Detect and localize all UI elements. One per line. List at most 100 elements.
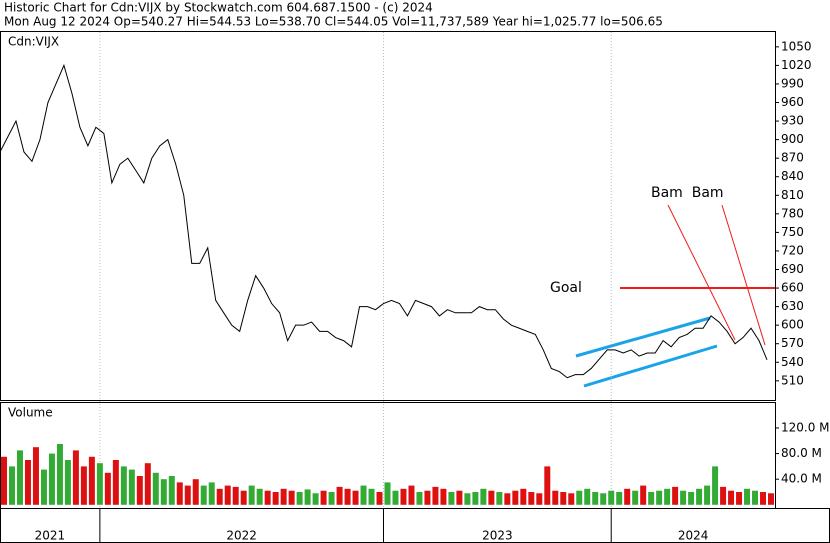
volume-bar: [488, 490, 495, 505]
volume-bar: [192, 479, 199, 505]
volume-bar: [384, 482, 391, 505]
year-label: 2021: [35, 529, 66, 543]
volume-bar: [768, 493, 774, 505]
volume-bar: [696, 488, 703, 505]
volume-label: Volume: [8, 406, 53, 420]
y-tick-label: 120.0 M: [781, 420, 830, 434]
volume-bar: [1, 456, 7, 505]
volume-bar: [680, 490, 687, 505]
volume-bar: [616, 491, 623, 505]
volume-bar: [584, 488, 591, 505]
volume-bar: [264, 490, 271, 505]
volume-bar: [576, 490, 583, 505]
volume-bar: [464, 493, 471, 505]
volume-bar: [72, 450, 79, 505]
volume-bar: [712, 466, 719, 505]
volume-bar: [432, 486, 439, 505]
volume-bar: [96, 463, 103, 505]
y-tick-label: 1050: [781, 39, 812, 53]
channel-lower: [583, 344, 718, 388]
volume-bar: [208, 482, 215, 505]
y-tick-label: 1020: [781, 58, 812, 72]
y-tick-label: 900: [781, 132, 804, 146]
volume-bar: [688, 491, 695, 505]
bam-label: Bam Bam: [651, 185, 724, 201]
volume-bar: [344, 488, 351, 505]
year-label: 2023: [482, 529, 513, 543]
year-label: 2024: [678, 529, 709, 543]
volume-bar: [120, 466, 127, 505]
volume-bar: [536, 493, 543, 505]
volume-bar: [144, 463, 151, 505]
y-tick-label: 690: [781, 262, 804, 276]
channel-upper: [575, 316, 711, 358]
volume-bar: [128, 469, 135, 505]
volume-bar: [368, 488, 375, 505]
volume-bar: [320, 490, 327, 505]
price-line: [0, 63, 768, 379]
volume-bar: [528, 491, 535, 505]
volume-bar: [496, 491, 503, 505]
volume-bar: [8, 466, 15, 505]
volume-bar: [400, 488, 407, 505]
volume-bar: [200, 485, 207, 505]
volume-bar: [104, 472, 111, 505]
volume-bar: [664, 488, 671, 505]
y-tick-label: 810: [781, 188, 804, 202]
volume-bar: [760, 491, 767, 505]
volume-bar: [224, 485, 231, 505]
volume-bar: [744, 488, 751, 505]
volume-bar: [512, 490, 519, 505]
volume-bar: [312, 493, 319, 505]
volume-bar: [152, 472, 159, 505]
volume-bar: [568, 493, 575, 505]
volume-bar: [672, 486, 679, 505]
volume-bar: [184, 485, 191, 505]
volume-bar: [272, 491, 279, 505]
volume-bar: [168, 475, 175, 505]
y-tick-label: 80.0 M: [781, 446, 822, 460]
volume-bar: [504, 493, 511, 505]
volume-bar: [48, 453, 55, 505]
y-tick-label: 600: [781, 318, 804, 332]
y-tick-label: 750: [781, 225, 804, 239]
volume-bar: [232, 486, 239, 505]
volume-bar: [640, 485, 647, 505]
volume-bar: [480, 488, 487, 505]
volume-bar: [360, 485, 367, 505]
volume-bar: [256, 488, 263, 505]
volume-bar: [16, 450, 23, 505]
volume-bar: [336, 486, 343, 505]
volume-bar: [440, 488, 447, 505]
volume-bar: [176, 482, 183, 505]
volume-bar: [608, 490, 615, 505]
volume-bar: [456, 490, 463, 505]
y-tick-label: 720: [781, 243, 804, 257]
y-tick-label: 570: [781, 336, 804, 350]
volume-bar: [720, 486, 727, 505]
volume-bar: [160, 479, 167, 505]
volume-bar: [64, 459, 71, 505]
y-tick-label: 540: [781, 355, 804, 369]
y-tick-label: 990: [781, 76, 804, 90]
y-tick-label: 780: [781, 206, 804, 220]
volume-bar: [216, 488, 223, 505]
price-panel: [0, 31, 776, 401]
volume-bar: [408, 485, 415, 505]
volume-bar: [40, 469, 47, 505]
volume-bar: [448, 491, 455, 505]
goal-label: Goal: [550, 280, 582, 296]
volume-bar: [80, 466, 87, 505]
y-tick-label: 960: [781, 95, 804, 109]
volume-bar: [304, 489, 311, 505]
bam-line: [667, 204, 736, 341]
y-tick-label: 840: [781, 169, 804, 183]
y-tick-label: 630: [781, 299, 804, 313]
volume-bar: [544, 466, 551, 505]
volume-bar: [296, 491, 303, 505]
volume-bar: [520, 488, 527, 505]
volume-bar: [248, 485, 255, 505]
volume-bar: [752, 490, 759, 505]
volume-bar: [280, 488, 287, 505]
